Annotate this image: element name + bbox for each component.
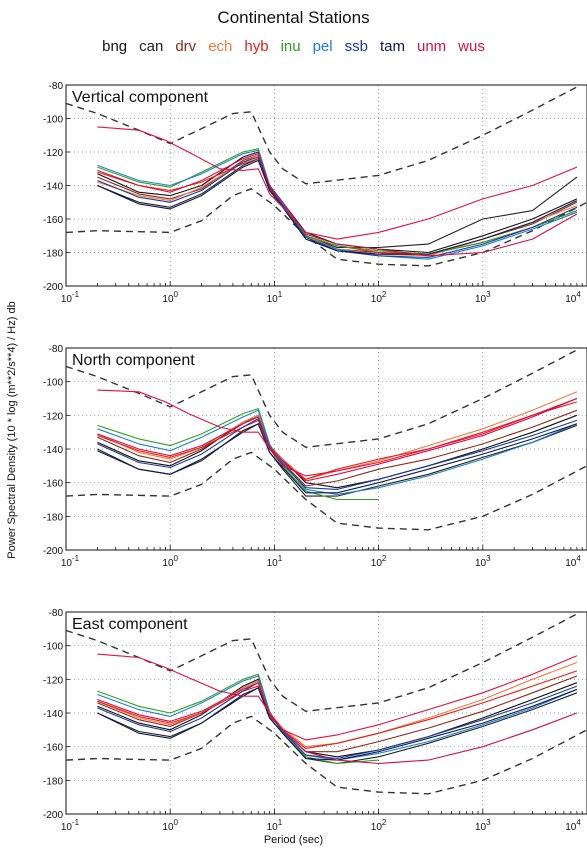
y-tick-label: -160 [43, 479, 63, 490]
panel-title: East component [72, 616, 188, 633]
series-line-can [97, 158, 578, 249]
series-line-ssb [97, 156, 578, 259]
legend-entry-ech: ech [208, 38, 233, 55]
y-tick-label: -100 [43, 378, 63, 389]
y-tick-label: -80 [49, 344, 64, 355]
low-noise-model-line [66, 451, 587, 531]
legend-entry-pel: pel [312, 38, 333, 55]
low-noise-model-line [66, 715, 587, 795]
data-layer [66, 348, 587, 531]
series-line-wus [97, 653, 578, 741]
series-line-drv [97, 154, 578, 257]
y-tick-label: -120 [43, 675, 63, 686]
y-tick-label: -80 [49, 81, 64, 92]
y-tick-label: -180 [43, 249, 63, 260]
low-noise-model-line [66, 188, 587, 267]
x-tick-label: 104 [565, 554, 581, 569]
panel-title: North component [72, 352, 195, 369]
series-line-unm [97, 397, 578, 482]
x-tick-label: 104 [565, 290, 581, 305]
series-line-pel [97, 409, 578, 495]
legend-entry-ssb: ssb [344, 38, 368, 55]
x-tick-label: 103 [475, 290, 491, 305]
x-tick-label: 101 [267, 818, 283, 833]
series-line-ssb [97, 418, 578, 490]
series-line-ech [97, 391, 578, 480]
figure-title: Continental Stations [217, 8, 370, 27]
y-tick-label: -120 [43, 411, 63, 422]
legend-entry-unm: unm [416, 38, 447, 55]
series-line-drv [97, 675, 578, 753]
data-layer [66, 612, 587, 795]
x-tick-label: 10-1 [61, 554, 80, 569]
high-noise-model-line [66, 348, 583, 449]
legend-entry-wus: wus [458, 38, 485, 55]
series-line-wus [97, 389, 578, 477]
x-tick-label: 100 [162, 290, 178, 305]
y-tick-label: -100 [43, 115, 63, 126]
series-line-ech [97, 154, 578, 257]
y-tick-label: -180 [43, 776, 63, 787]
legend-entry-bng: bng [102, 38, 128, 55]
y-tick-label: -160 [43, 215, 63, 226]
y-tick-label: -200 [43, 810, 63, 821]
panel-title: Vertical component [72, 89, 209, 106]
series-line-ssb [97, 682, 578, 760]
legend-entry-can: can [139, 38, 164, 55]
x-tick-label: 101 [267, 290, 283, 305]
y-tick-label: -80 [49, 608, 64, 619]
series-line-ech [97, 661, 578, 748]
x-tick-label: 100 [162, 818, 178, 833]
panel-3: 10-1 100 101 102 103 104 -80 -100 -120 -140 -160 -1… [43, 608, 587, 833]
series-line-hyb [97, 158, 578, 255]
series-line-tam [97, 687, 578, 761]
x-tick-label: 100 [162, 554, 178, 569]
x-tick-label: 103 [475, 554, 491, 569]
y-tick-label: -140 [43, 709, 63, 720]
y-tick-label: -200 [43, 282, 63, 293]
legend-entry-drv: drv [175, 38, 197, 55]
x-tick-label: 102 [371, 290, 387, 305]
y-tick-label: -200 [43, 546, 63, 557]
legend-entry-tam: tam [379, 38, 405, 55]
series-line-inu [97, 408, 379, 501]
grid [65, 611, 587, 815]
x-tick-label: 103 [475, 818, 491, 833]
x-tick-label: 10-1 [61, 290, 80, 305]
series-line-tam [97, 423, 578, 494]
series-line-inu [97, 673, 379, 765]
grid [65, 84, 587, 287]
x-tick-label: 102 [371, 818, 387, 833]
series-line-can [97, 423, 578, 497]
data-layer [66, 85, 587, 267]
y-tick-label: -100 [43, 642, 63, 653]
legend: bng can drv ech hyb inu pel ssb tam unm wus [0, 38, 587, 55]
y-tick-label: -160 [43, 743, 63, 754]
series-line-pel [97, 675, 578, 761]
x-tick-label: 101 [267, 554, 283, 569]
series-line-wus [97, 126, 578, 240]
x-tick-label: 102 [371, 554, 387, 569]
y-tick-label: -140 [43, 182, 63, 193]
x-tick-label: 104 [565, 818, 581, 833]
legend-entry-hyb: hyb [244, 38, 269, 55]
x-axis-label: Period (sec) [263, 834, 324, 846]
panel-2: 10-1 100 101 102 103 104 -80 -100 -120 -140 -160 -1… [43, 344, 587, 569]
x-tick-label: 10-1 [61, 818, 80, 833]
y-tick-label: -180 [43, 512, 63, 523]
legend-entry-inu: inu [280, 38, 301, 55]
series-line-pel [97, 149, 578, 260]
series-line-unm [97, 153, 578, 257]
panel-1: 10-1 100 101 102 103 104 -80 -100 -120 -140 -160 -1… [43, 81, 587, 305]
y-tick-label: -120 [43, 148, 63, 159]
y-tick-label: -140 [43, 445, 63, 456]
